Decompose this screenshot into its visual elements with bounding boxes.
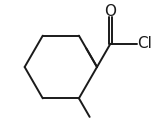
Text: O: O <box>104 4 116 19</box>
Text: Cl: Cl <box>138 36 152 51</box>
